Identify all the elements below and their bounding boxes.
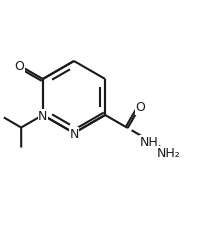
Text: O: O	[14, 60, 24, 73]
Text: NH₂: NH₂	[157, 146, 180, 160]
Text: N: N	[69, 128, 79, 141]
Text: NH: NH	[140, 136, 159, 149]
Text: O: O	[135, 101, 145, 114]
Text: N: N	[38, 110, 48, 123]
